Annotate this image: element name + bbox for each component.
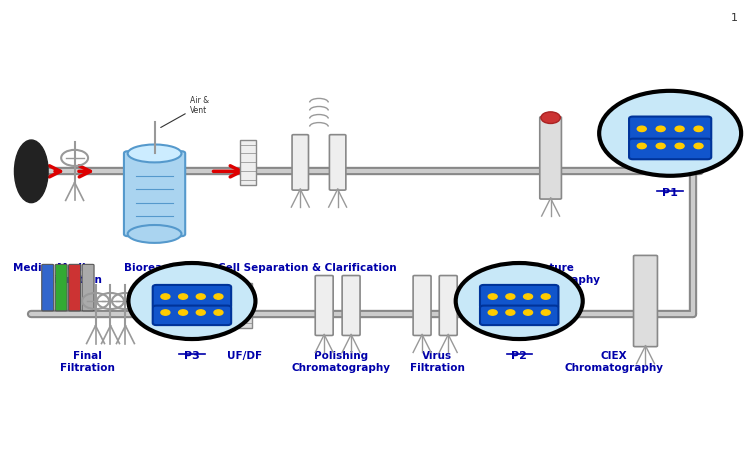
Circle shape [128,263,256,339]
Circle shape [675,126,684,131]
Text: CIEX
Chromatography: CIEX Chromatography [565,351,664,373]
Circle shape [196,294,206,299]
Text: P1: P1 [662,188,678,198]
Text: Media
Filtration: Media Filtration [47,263,102,284]
Text: Polishing
Chromatography: Polishing Chromatography [292,351,391,373]
Circle shape [214,294,223,299]
FancyBboxPatch shape [56,264,68,311]
FancyBboxPatch shape [342,275,360,335]
Circle shape [488,294,497,299]
Circle shape [488,310,497,315]
Circle shape [675,143,684,148]
Text: P3: P3 [184,351,200,361]
Circle shape [456,263,583,339]
Circle shape [638,126,646,131]
Ellipse shape [128,225,182,243]
FancyBboxPatch shape [153,285,231,308]
FancyBboxPatch shape [124,151,185,236]
FancyBboxPatch shape [629,139,711,159]
Circle shape [638,143,646,148]
FancyBboxPatch shape [82,264,94,311]
Bar [240,140,256,185]
Text: Air &
Vent: Air & Vent [160,96,209,127]
Circle shape [178,294,188,299]
Circle shape [524,294,532,299]
Circle shape [524,310,532,315]
FancyBboxPatch shape [413,275,431,335]
Circle shape [656,143,665,148]
Circle shape [599,91,741,176]
Circle shape [542,310,550,315]
FancyBboxPatch shape [540,117,562,199]
Text: Capture
Chromatography: Capture Chromatography [501,263,600,284]
FancyBboxPatch shape [329,135,346,190]
Circle shape [694,143,703,148]
FancyBboxPatch shape [315,275,333,335]
Text: Bioreactor: Bioreactor [124,263,185,273]
Text: Cell Separation & Clarification: Cell Separation & Clarification [218,263,397,273]
FancyBboxPatch shape [42,264,54,311]
Ellipse shape [128,144,182,162]
Circle shape [506,310,515,315]
Bar [236,283,253,328]
Circle shape [541,112,560,123]
Text: Final
Filtration: Final Filtration [60,351,115,373]
Ellipse shape [14,140,48,202]
FancyBboxPatch shape [153,306,231,325]
Text: UF/DF: UF/DF [226,351,262,361]
Circle shape [506,294,515,299]
FancyBboxPatch shape [440,275,458,335]
FancyBboxPatch shape [292,135,308,190]
Text: Virus
Filtration: Virus Filtration [410,351,464,373]
Circle shape [161,294,170,299]
FancyBboxPatch shape [480,285,559,308]
FancyBboxPatch shape [480,306,559,325]
FancyBboxPatch shape [634,256,658,346]
FancyBboxPatch shape [69,264,80,311]
Circle shape [178,310,188,315]
Circle shape [161,310,170,315]
Text: Media: Media [13,263,50,273]
Circle shape [542,294,550,299]
Circle shape [214,310,223,315]
Text: 1: 1 [730,13,737,22]
Text: P2: P2 [512,351,527,361]
Circle shape [656,126,665,131]
Circle shape [196,310,206,315]
FancyBboxPatch shape [629,117,711,141]
Circle shape [694,126,703,131]
